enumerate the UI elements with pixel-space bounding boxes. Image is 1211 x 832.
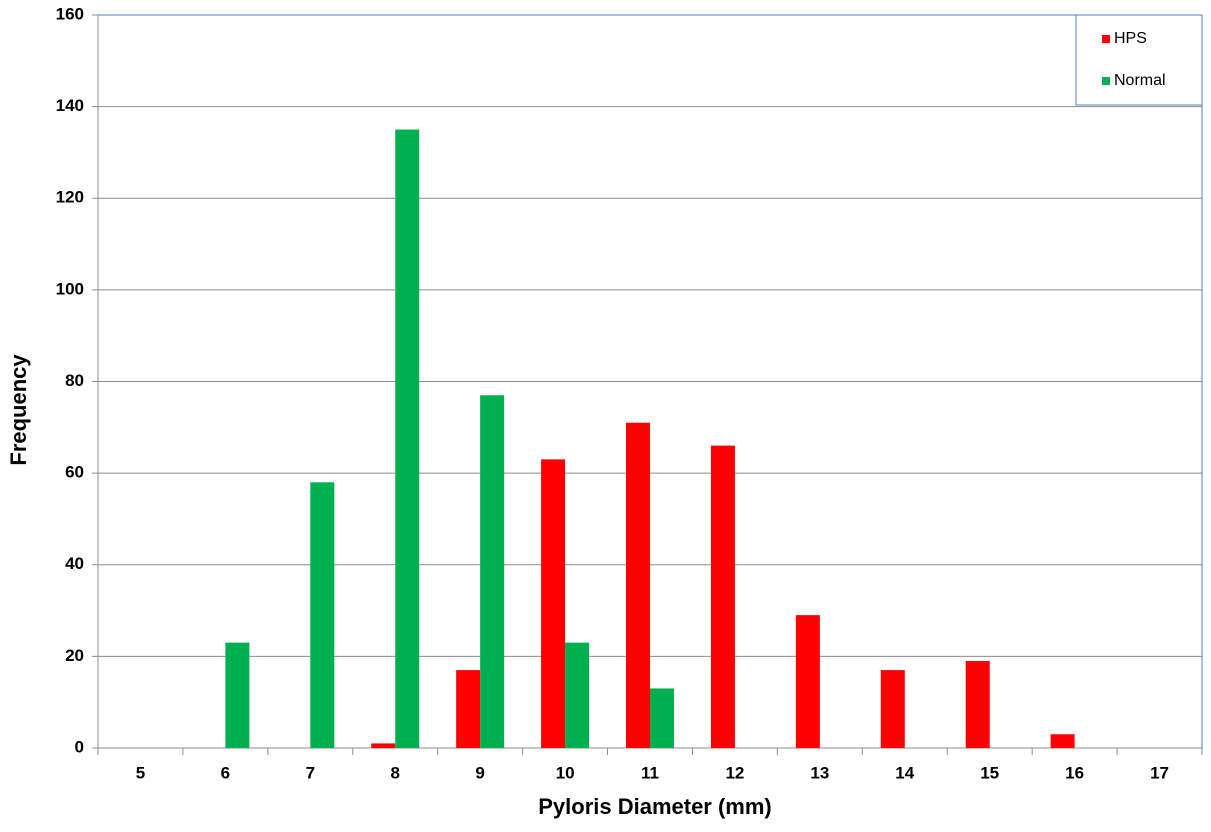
bar	[565, 642, 590, 748]
y-tick-label: 140	[56, 96, 84, 115]
x-tick-label: 10	[556, 763, 575, 782]
y-tick-label: 60	[65, 463, 84, 482]
bar	[541, 459, 566, 748]
bar	[371, 743, 396, 748]
x-tick-label: 12	[725, 763, 744, 782]
legend-label: Normal	[1114, 72, 1166, 89]
bar	[395, 129, 420, 748]
x-tick-label: 9	[475, 763, 484, 782]
y-tick-label: 0	[75, 737, 84, 756]
legend-swatch	[1102, 77, 1110, 85]
y-tick-label: 40	[65, 554, 84, 573]
y-tick-label: 120	[56, 188, 84, 207]
legend-label: HPS	[1114, 30, 1147, 47]
y-tick-label: 160	[56, 4, 84, 23]
bar	[710, 445, 735, 748]
bar	[1050, 734, 1075, 748]
x-tick-label: 15	[980, 763, 999, 782]
x-tick-label: 17	[1150, 763, 1169, 782]
x-tick-label: 6	[221, 763, 230, 782]
bar	[965, 660, 990, 748]
x-axis-title: Pyloris Diameter (mm)	[538, 794, 772, 819]
x-tick-label: 14	[895, 763, 914, 782]
x-tick-label: 11	[641, 763, 659, 782]
bar	[880, 670, 905, 748]
bar	[225, 642, 250, 748]
y-axis-title: Frequency	[6, 354, 31, 466]
bar	[310, 482, 335, 748]
legend-swatch	[1102, 35, 1110, 43]
bar	[456, 670, 481, 748]
y-tick-label: 20	[65, 646, 84, 665]
x-tick-label: 13	[810, 763, 829, 782]
legend-box	[1075, 14, 1203, 106]
x-tick-label: 7	[306, 763, 315, 782]
x-tick-label: 5	[136, 763, 145, 782]
x-tick-label: 16	[1065, 763, 1084, 782]
bar	[795, 615, 820, 748]
y-tick-label: 100	[56, 279, 84, 298]
bar	[480, 395, 505, 748]
bar	[650, 688, 674, 748]
bar	[626, 422, 650, 748]
y-tick-label: 80	[65, 371, 84, 390]
x-tick-label: 8	[390, 763, 399, 782]
